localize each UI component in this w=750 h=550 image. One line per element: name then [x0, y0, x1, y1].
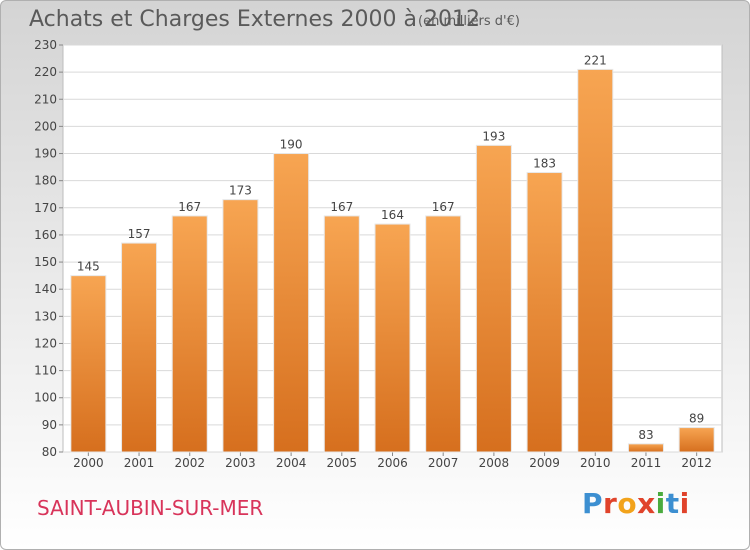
x-tick-label: 2000 [73, 456, 104, 470]
x-tick-label: 2007 [428, 456, 459, 470]
y-tick-label: 90 [42, 418, 57, 432]
bar [475, 144, 512, 453]
y-tick-label: 120 [34, 336, 57, 350]
y-tick-label: 100 [34, 391, 57, 405]
x-tick-label: 2012 [681, 456, 712, 470]
data-label: 145 [77, 260, 100, 274]
logo-letter: x [637, 487, 656, 520]
data-label: 157 [128, 227, 151, 241]
logo-letter: P [582, 487, 604, 520]
y-tick-label: 210 [34, 92, 57, 106]
y-tick-label: 200 [34, 119, 57, 133]
data-label: 167 [330, 200, 353, 214]
x-tick-label: 2005 [327, 456, 358, 470]
y-tick-label: 110 [34, 364, 57, 378]
y-tick-label: 190 [34, 147, 57, 161]
bar [323, 215, 360, 453]
x-tick-label: 2001 [124, 456, 155, 470]
data-label: 221 [584, 53, 607, 67]
data-label: 190 [280, 138, 303, 152]
x-tick-label: 2009 [529, 456, 560, 470]
y-tick-label: 80 [42, 445, 57, 459]
y-tick-label: 140 [34, 282, 57, 296]
y-tick-label: 180 [34, 174, 57, 188]
x-tick-label: 2008 [479, 456, 510, 470]
bar [627, 443, 664, 453]
bar [374, 223, 411, 453]
chart-title: Achats et Charges Externes 2000 à 2012 [29, 7, 480, 32]
logo-letter: i [655, 487, 666, 520]
data-label: 167 [432, 200, 455, 214]
logo-letter: i [679, 487, 690, 520]
y-tick-label: 130 [34, 309, 57, 323]
x-tick-label: 2004 [276, 456, 307, 470]
data-label: 89 [689, 412, 704, 426]
data-label: 183 [533, 157, 556, 171]
x-tick-label: 2011 [631, 456, 662, 470]
x-tick-label: 2002 [174, 456, 205, 470]
y-tick-label: 220 [34, 65, 57, 79]
x-tick-label: 2006 [377, 456, 408, 470]
y-tick-label: 160 [34, 228, 57, 242]
bar [526, 172, 563, 453]
y-tick-label: 170 [34, 201, 57, 215]
bar [70, 275, 107, 453]
data-label: 173 [229, 184, 252, 198]
bar [678, 427, 715, 453]
bar [222, 199, 259, 453]
bar [121, 242, 158, 453]
proxiti-logo: Proxiti [582, 487, 690, 520]
y-tick-label: 150 [34, 255, 57, 269]
bar [577, 68, 614, 453]
logo-letter: o [617, 487, 638, 520]
chart-unit: (en milliers d'€) [418, 14, 520, 29]
y-tick-label: 230 [34, 38, 57, 52]
logo-letter: r [603, 487, 618, 520]
data-label: 193 [482, 129, 505, 143]
x-tick-label: 2010 [580, 456, 611, 470]
logo-letter: t [665, 487, 680, 520]
data-label: 164 [381, 208, 404, 222]
bar [273, 153, 310, 453]
bar [171, 215, 208, 453]
commune-name: SAINT-AUBIN-SUR-MER [37, 496, 264, 520]
data-label: 83 [638, 428, 653, 442]
bar [425, 215, 462, 453]
x-tick-label: 2003 [225, 456, 256, 470]
data-label: 167 [178, 200, 201, 214]
